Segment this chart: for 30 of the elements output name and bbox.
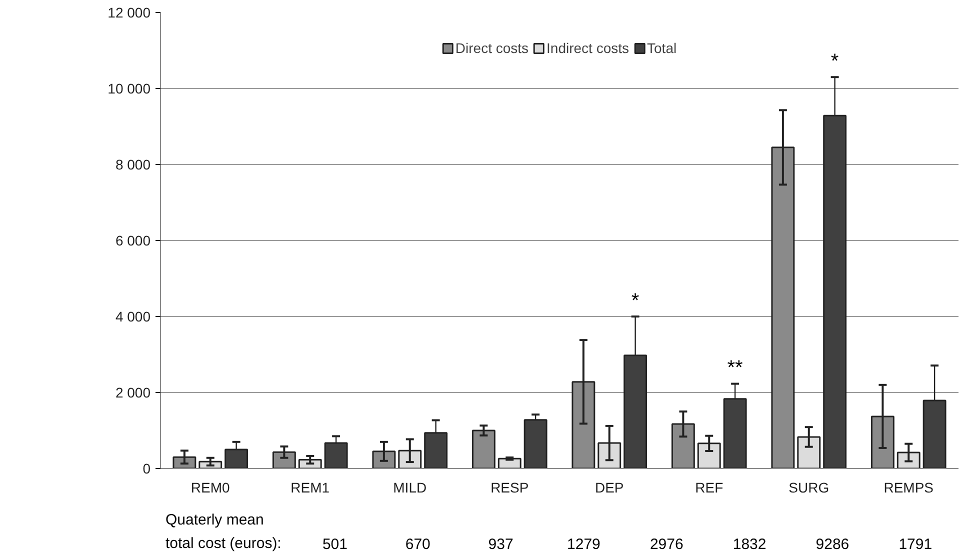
text: 670: [405, 536, 430, 553]
x-tick-label: MILD: [393, 480, 427, 496]
text: 937: [488, 536, 514, 553]
text: 1832: [732, 536, 766, 553]
data-label: *: [830, 50, 839, 73]
x-tick-label: REMPS: [884, 480, 934, 496]
y-tick-label: 0: [142, 460, 151, 476]
text: 2976: [650, 536, 684, 553]
legend-label: Total: [647, 40, 677, 56]
text: 9286: [816, 536, 850, 553]
y-tick-label: 2 000: [115, 384, 151, 400]
text: 501: [322, 536, 348, 553]
y-tick-label: 4 000: [115, 308, 151, 324]
text: 1791: [898, 536, 932, 553]
y-tick-label: 8 000: [115, 156, 151, 172]
data-label: **: [727, 357, 744, 380]
x-tick-label: REM1: [290, 480, 330, 496]
x-tick-label: REF: [695, 480, 724, 496]
x-tick-label: REM0: [190, 480, 230, 496]
text: 1279: [567, 536, 600, 553]
data-label: *: [631, 290, 640, 312]
legend-label: Direct costs: [455, 40, 529, 56]
x-tick-label: RESP: [490, 480, 529, 496]
legend-label: Indirect costs: [546, 40, 630, 56]
x-tick-label: SURG: [788, 480, 830, 496]
y-tick-label: 6 000: [115, 232, 151, 248]
text: Quaterly mean total cost (euros):: [165, 511, 282, 552]
y-tick-label: 10 000: [108, 80, 151, 96]
y-tick-label: 12 000: [108, 4, 151, 20]
x-tick-label: DEP: [594, 480, 624, 496]
